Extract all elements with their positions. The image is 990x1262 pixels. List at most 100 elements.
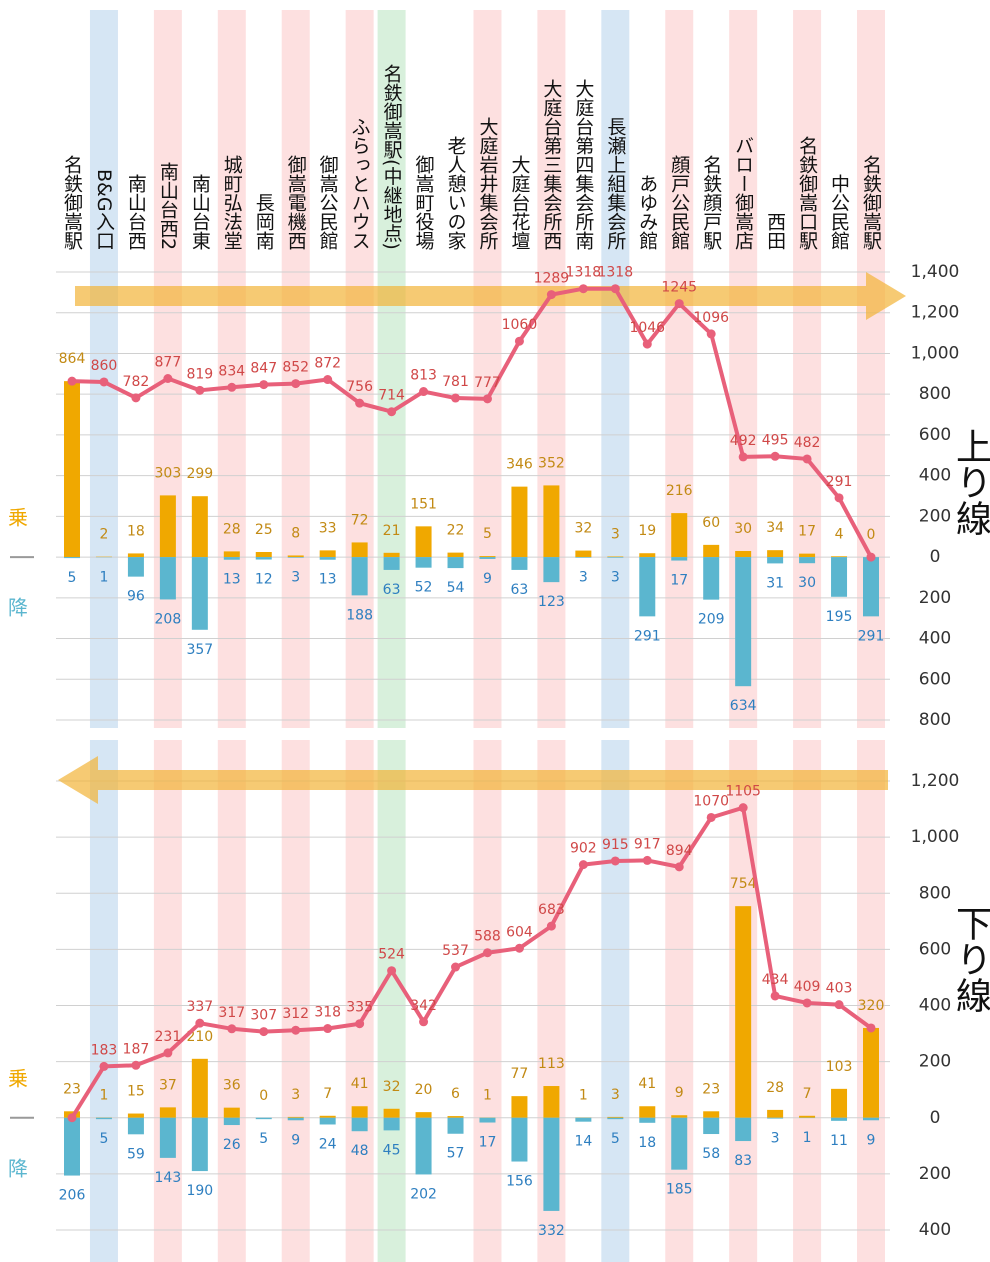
bar-label: 33 [319, 520, 337, 536]
line-point [195, 385, 205, 395]
chart-title: 上り線 [950, 428, 990, 536]
line-label: 781 [442, 374, 469, 390]
bar-label: 30 [734, 521, 752, 537]
bar-label: 864 [59, 351, 86, 367]
boarding-bar [191, 496, 208, 558]
category-label: B&G入口 [92, 169, 115, 250]
category-label: 御嵩公民館 [316, 155, 339, 250]
alighting-bar [255, 557, 272, 560]
boarding-bar [287, 1116, 304, 1118]
boarding-bar [543, 485, 560, 558]
line-label: 312 [282, 1006, 309, 1022]
line-point [834, 493, 844, 503]
category-label: 名鉄御嵩駅 [860, 155, 882, 250]
column-band [217, 740, 246, 1262]
line-label: 683 [538, 902, 565, 918]
bar-label: 202 [410, 1186, 437, 1202]
bar-label: 143 [155, 1170, 182, 1186]
alighting-bar [255, 1117, 272, 1120]
bar-label: 216 [666, 483, 693, 499]
total-line [70, 805, 873, 1119]
bar-label: 12 [255, 572, 273, 588]
bar-label: 18 [638, 1135, 656, 1151]
direction-arrow [75, 272, 906, 320]
bar-label: 209 [698, 612, 725, 628]
boarding-bar [863, 1027, 879, 1118]
bar-label: 291 [858, 628, 885, 644]
alighting-bar [767, 557, 784, 564]
boarding-bar [447, 1116, 464, 1118]
line-label: 852 [282, 360, 309, 376]
line-label: 782 [123, 374, 150, 390]
bar-label: 5 [611, 1131, 620, 1147]
line-point [259, 380, 269, 390]
column-band [153, 10, 182, 728]
alighting-bar [319, 1117, 336, 1125]
boarding-bar [351, 542, 368, 558]
line-label: 1318 [597, 265, 633, 281]
bar-label: 17 [670, 573, 688, 589]
boarding-bar [511, 1096, 528, 1118]
boarding-bar [447, 552, 464, 558]
marks: 80060040020002004006008001,0001,2001,400… [8, 262, 959, 1240]
alighting-bar [639, 1117, 656, 1123]
line-label: 777 [474, 375, 501, 391]
category-label: あゆみ館 [636, 174, 659, 250]
column-band [473, 10, 502, 728]
column-band [857, 740, 885, 1262]
line-label: 1289 [534, 271, 570, 287]
boarding-bar [767, 1109, 784, 1118]
line-point [546, 290, 556, 300]
column-band [345, 10, 374, 728]
line-point [323, 1024, 333, 1034]
bar-label: 185 [666, 1182, 693, 1198]
alighting-bar [191, 557, 208, 630]
bar-label: 0 [259, 1088, 268, 1104]
bar-label: 291 [634, 628, 661, 644]
alighting-bar [543, 557, 560, 583]
bar-label: 96 [127, 589, 145, 605]
bar-label: 6 [451, 1086, 460, 1102]
boarding-bar [479, 556, 496, 558]
bar-label: 52 [415, 580, 433, 596]
line-label: 1245 [661, 280, 697, 296]
line-label: 317 [218, 1005, 245, 1021]
bar-label: 3 [291, 570, 300, 586]
bar-label: 210 [186, 1029, 213, 1045]
y-tick-label: 1,200 [911, 303, 960, 323]
line-label: 537 [442, 943, 469, 959]
boarding-bar [64, 381, 80, 558]
line-label: 813 [410, 368, 437, 384]
legend-label: 乗 [8, 506, 28, 530]
bar-label: 25 [255, 522, 273, 538]
bar-label: 54 [447, 580, 465, 596]
line-point [323, 375, 333, 385]
column-band [281, 10, 310, 728]
bar-label: 36 [223, 1078, 241, 1094]
bar-label: 103 [826, 1059, 853, 1075]
line-label: 187 [123, 1041, 150, 1057]
boarding-bar [767, 550, 784, 558]
line-label: 434 [762, 972, 789, 988]
boarding-bar [191, 1058, 208, 1118]
line-point [163, 1048, 173, 1058]
line-point [770, 451, 780, 461]
bar-label: 18 [127, 523, 145, 539]
line-point [802, 454, 812, 464]
line-point [259, 1027, 269, 1037]
bar-label: 63 [383, 582, 401, 598]
y-tick-label: 400 [919, 466, 951, 486]
line-point [99, 1061, 109, 1071]
line-point [291, 1025, 301, 1035]
legend-label: 降 [8, 596, 28, 620]
bar-label: 206 [59, 1188, 86, 1204]
bar-label: 19 [638, 523, 656, 539]
boarding-bar [159, 495, 176, 558]
y-tick-label: 400 [919, 996, 951, 1016]
line-point [419, 1017, 429, 1027]
bar-label: 7 [803, 1086, 812, 1102]
line-point [546, 921, 556, 931]
bar-label: 5 [259, 1131, 268, 1147]
column-band [601, 740, 630, 1262]
category-label: 南山台西 [124, 174, 147, 250]
